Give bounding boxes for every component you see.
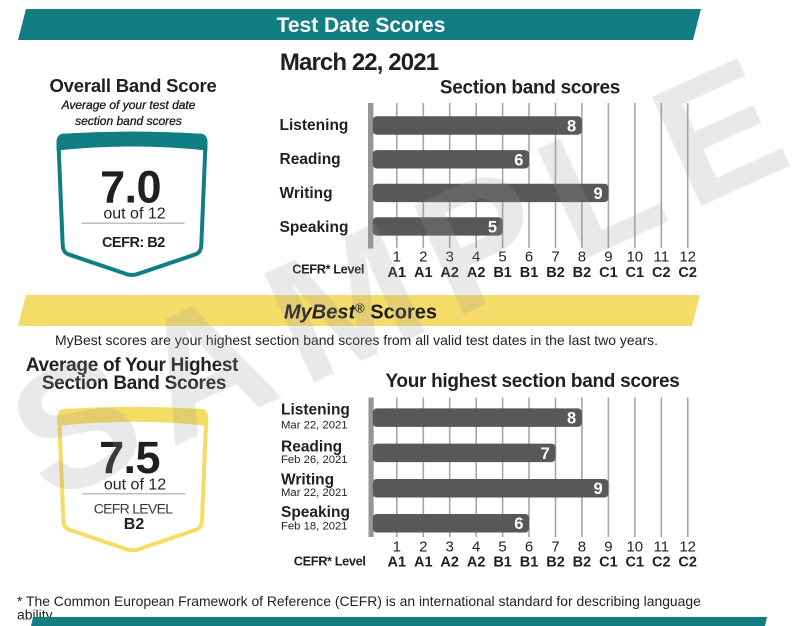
svg-text:9: 9 xyxy=(604,249,612,266)
svg-text:2: 2 xyxy=(419,249,427,266)
svg-text:6: 6 xyxy=(514,515,523,533)
svg-text:7.0: 7.0 xyxy=(100,162,161,213)
svg-text:Speaking: Speaking xyxy=(281,504,350,521)
svg-text:11: 11 xyxy=(654,249,670,266)
svg-text:6: 6 xyxy=(525,539,533,556)
svg-text:Reading: Reading xyxy=(280,151,341,168)
svg-text:5: 5 xyxy=(488,218,497,236)
svg-text:section band scores: section band scores xyxy=(75,114,182,128)
svg-text:8: 8 xyxy=(578,249,586,266)
svg-text:CEFR* Level: CEFR* Level xyxy=(292,262,364,277)
svg-text:B2: B2 xyxy=(546,555,565,571)
svg-text:A2: A2 xyxy=(467,265,486,281)
svg-text:Section Band Scores: Section Band Scores xyxy=(42,373,226,394)
svg-text:4: 4 xyxy=(472,249,480,266)
svg-text:Writing: Writing xyxy=(280,185,333,202)
svg-text:B2: B2 xyxy=(573,265,592,281)
svg-text:1: 1 xyxy=(393,539,401,556)
svg-text:C2: C2 xyxy=(652,555,671,571)
svg-text:12: 12 xyxy=(679,539,696,556)
svg-text:C2: C2 xyxy=(678,265,697,281)
svg-text:Test Date Scores: Test Date Scores xyxy=(277,14,446,37)
svg-text:C2: C2 xyxy=(652,265,671,281)
svg-text:Average of Your Highest: Average of Your Highest xyxy=(26,355,239,376)
svg-text:10: 10 xyxy=(626,249,643,266)
svg-text:C1: C1 xyxy=(626,265,645,281)
svg-text:B1: B1 xyxy=(493,555,512,571)
svg-text:out of 12: out of 12 xyxy=(103,206,165,223)
svg-text:C1: C1 xyxy=(599,555,618,571)
svg-text:Listening: Listening xyxy=(280,117,349,134)
svg-text:Reading: Reading xyxy=(281,439,342,456)
svg-text:9: 9 xyxy=(594,480,603,498)
svg-text:3: 3 xyxy=(446,249,454,266)
svg-text:out of 12: out of 12 xyxy=(104,476,166,493)
svg-text:B2: B2 xyxy=(573,555,592,571)
svg-text:A1: A1 xyxy=(414,555,433,571)
svg-text:6: 6 xyxy=(525,249,533,266)
svg-text:4: 4 xyxy=(472,539,480,556)
svg-text:A1: A1 xyxy=(414,265,433,281)
svg-text:8: 8 xyxy=(567,118,576,136)
svg-text:A2: A2 xyxy=(440,265,459,281)
svg-text:7.5: 7.5 xyxy=(99,432,160,483)
svg-text:8: 8 xyxy=(567,410,576,428)
svg-text:5: 5 xyxy=(498,539,506,556)
svg-text:Average of your test date: Average of your test date xyxy=(61,98,196,112)
svg-text:Overall Band Score: Overall Band Score xyxy=(49,75,216,96)
svg-text:C1: C1 xyxy=(626,555,645,571)
svg-text:MyBest scores are your highest: MyBest scores are your highest section b… xyxy=(55,332,658,348)
svg-text:CEFR* Level: CEFR* Level xyxy=(294,554,366,569)
svg-text:A1: A1 xyxy=(388,265,407,281)
svg-text:3: 3 xyxy=(446,539,454,556)
svg-text:1: 1 xyxy=(393,249,401,266)
svg-text:MyBest® Scores: MyBest® Scores xyxy=(284,301,437,324)
svg-text:B2: B2 xyxy=(546,265,565,281)
svg-text:11: 11 xyxy=(654,539,670,556)
svg-text:12: 12 xyxy=(679,249,696,266)
svg-text:A2: A2 xyxy=(467,555,486,571)
svg-text:B1: B1 xyxy=(520,265,539,281)
svg-text:Your highest section band scor: Your highest section band scores xyxy=(385,371,679,392)
svg-text:Listening: Listening xyxy=(281,402,350,419)
svg-text:2: 2 xyxy=(419,539,427,556)
svg-text:A2: A2 xyxy=(440,555,459,571)
svg-text:5: 5 xyxy=(498,249,506,266)
svg-text:A1: A1 xyxy=(388,555,407,571)
svg-text:March 22, 2021: March 22, 2021 xyxy=(280,49,439,76)
svg-text:C2: C2 xyxy=(678,555,697,571)
svg-text:Feb 26, 2021: Feb 26, 2021 xyxy=(281,454,348,466)
svg-text:Mar 22, 2021: Mar 22, 2021 xyxy=(281,487,348,499)
svg-text:8: 8 xyxy=(578,539,586,556)
svg-text:7: 7 xyxy=(541,445,550,463)
svg-text:CEFR LEVEL: CEFR LEVEL xyxy=(94,500,173,516)
svg-text:B2: B2 xyxy=(124,516,145,533)
svg-text:* The Common European Framewor: * The Common European Framework of Refer… xyxy=(17,593,701,609)
svg-text:B1: B1 xyxy=(520,555,539,571)
svg-text:6: 6 xyxy=(514,151,523,169)
svg-text:C1: C1 xyxy=(599,265,618,281)
svg-text:Writing: Writing xyxy=(281,472,334,489)
svg-text:10: 10 xyxy=(626,539,643,556)
svg-text:9: 9 xyxy=(604,539,612,556)
svg-text:B1: B1 xyxy=(493,265,512,281)
svg-text:9: 9 xyxy=(594,185,603,203)
svg-text:Section band scores: Section band scores xyxy=(440,78,620,99)
svg-text:Feb 18, 2021: Feb 18, 2021 xyxy=(281,521,348,533)
svg-text:7: 7 xyxy=(551,249,559,266)
svg-text:Speaking: Speaking xyxy=(280,219,349,236)
svg-text:7: 7 xyxy=(551,539,559,556)
svg-text:CEFR: B2: CEFR: B2 xyxy=(102,235,165,251)
svg-text:Mar 22, 2021: Mar 22, 2021 xyxy=(281,420,348,432)
